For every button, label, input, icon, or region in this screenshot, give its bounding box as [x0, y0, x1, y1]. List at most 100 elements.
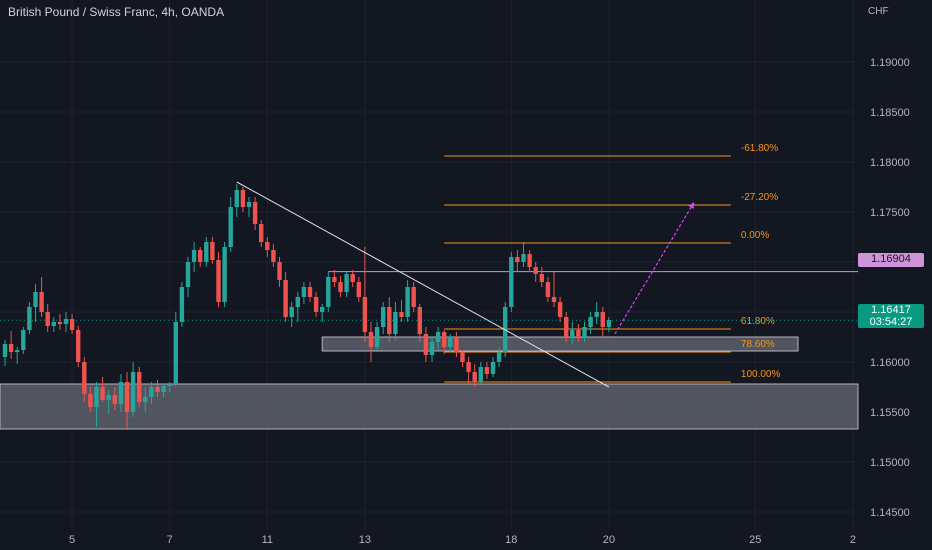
candle-body — [557, 302, 563, 317]
candle-body — [2, 344, 8, 357]
candle-body — [27, 307, 32, 330]
price-tick-label: 1.15500 — [870, 407, 910, 419]
candle-body — [265, 242, 270, 250]
candle-body — [448, 337, 453, 347]
candle-body — [277, 262, 282, 280]
candle-body — [570, 330, 575, 337]
level-price-tag: 1.16904 — [858, 253, 924, 267]
candle-body — [405, 287, 410, 317]
candle-body — [429, 342, 435, 355]
fib-label: 100.00% — [741, 369, 781, 380]
candle-body — [69, 319, 75, 330]
candle-body — [94, 387, 99, 407]
candle-body — [246, 202, 252, 207]
candle-body — [39, 292, 44, 312]
price-tick-label: 1.18500 — [870, 107, 910, 119]
trendline — [236, 181, 610, 388]
candle-body — [106, 395, 111, 400]
candle-body — [124, 382, 130, 412]
candlesticks — [2, 184, 612, 430]
candle-body — [33, 292, 38, 307]
candle-body — [466, 362, 471, 372]
symbol-title: British Pound / Swiss Franc, 4h, OANDA — [8, 5, 225, 19]
candle-body — [204, 242, 209, 262]
candle-body — [149, 387, 154, 397]
candle-body — [533, 267, 538, 274]
candle-body — [588, 317, 593, 327]
candle-body — [222, 247, 227, 302]
price-axis[interactable]: 1.190001.185001.180001.175001.170001.165… — [870, 57, 910, 519]
time-tick-label: 5 — [69, 534, 75, 546]
candle-body — [551, 297, 557, 302]
candle-body — [521, 254, 526, 262]
candle-body — [496, 352, 502, 362]
candle-body — [130, 372, 136, 412]
candle-body — [289, 307, 294, 317]
candle-body — [387, 307, 392, 334]
candle-body — [210, 242, 215, 260]
candle-body — [350, 274, 355, 282]
arrow-head-icon — [688, 202, 695, 209]
candle-body — [295, 297, 300, 307]
candle-body — [198, 250, 203, 262]
last-price-tag: 1.16417 03:54:27 — [858, 304, 924, 328]
candle-body — [21, 330, 26, 350]
candle-body — [82, 362, 87, 394]
candle-body — [57, 322, 63, 324]
candle-body — [234, 190, 239, 207]
candle-body — [594, 312, 599, 317]
candle-body — [252, 202, 258, 224]
candle-body — [564, 317, 569, 337]
fib-label: 78.60% — [741, 339, 775, 350]
candle-body — [509, 257, 514, 307]
candle-body — [576, 330, 581, 337]
support-zone — [321, 336, 799, 352]
projection-arrow — [614, 201, 695, 335]
candle-body — [326, 277, 331, 307]
candle-body — [167, 384, 172, 386]
candle-body — [545, 282, 551, 297]
candle-body — [100, 387, 105, 400]
candle-body — [460, 352, 465, 362]
candle-body — [454, 337, 459, 352]
horizontal-levels — [0, 271, 858, 321]
candle-body — [228, 207, 233, 247]
candle-body — [63, 319, 69, 324]
candle-body — [301, 287, 307, 297]
time-tick-label: 13 — [359, 534, 371, 546]
candle-body — [240, 190, 246, 207]
candle-body — [417, 307, 422, 334]
time-axis[interactable]: 5 7 11 13 18 20 25 2 — [69, 534, 856, 546]
support-zone — [0, 383, 859, 430]
fib-label: -27.20% — [741, 192, 778, 203]
candle-body — [435, 332, 441, 342]
fib-label: 61.80% — [741, 316, 775, 327]
candle-body — [112, 395, 117, 404]
candle-body — [582, 327, 587, 337]
candle-body — [143, 397, 148, 402]
price-tick-label: 1.16000 — [870, 357, 910, 369]
candle-body — [137, 372, 142, 402]
candle-body — [393, 312, 398, 334]
candle-body — [332, 277, 337, 282]
price-tick-label: 1.19000 — [870, 57, 910, 69]
candle-body — [259, 224, 264, 242]
fib-label: -61.80% — [741, 143, 778, 154]
candle-body — [539, 274, 544, 282]
candle-body — [155, 387, 160, 392]
candle-body — [271, 250, 276, 262]
candle-body — [515, 257, 520, 262]
candle-body — [161, 386, 166, 392]
candle-body — [478, 367, 483, 382]
fibonacci-levels: -61.80% -27.20% 0.00% 61.80% 78.60% 100.00% — [444, 143, 781, 383]
time-tick-label: 18 — [505, 534, 517, 546]
candle-body — [381, 307, 386, 327]
last-price-value: 1.16417 — [871, 304, 911, 316]
price-tick-label: 1.15000 — [870, 457, 910, 469]
candle-body — [411, 287, 416, 307]
candle-body — [76, 330, 81, 362]
candle-body — [320, 307, 325, 312]
time-tick-label: 7 — [167, 534, 173, 546]
candle-body — [362, 297, 368, 332]
